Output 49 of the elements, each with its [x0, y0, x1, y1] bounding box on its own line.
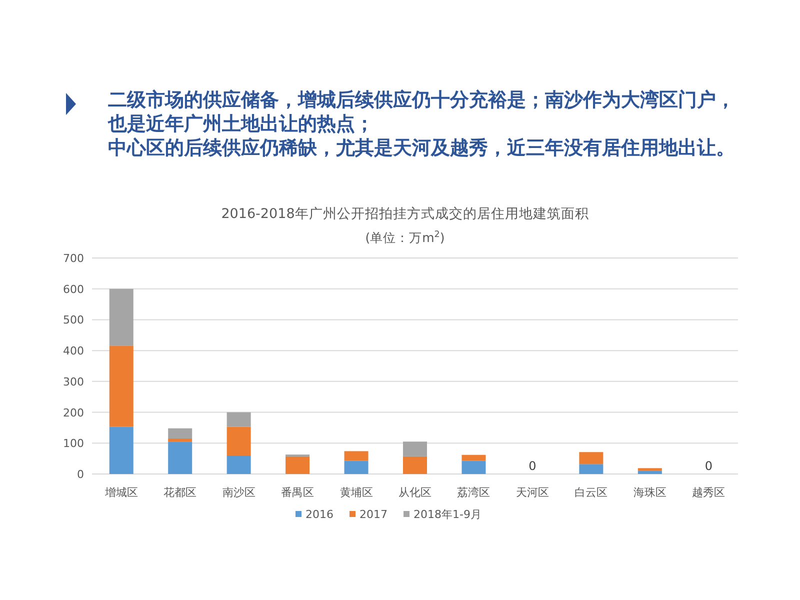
bar: [226, 426, 251, 456]
y-tick-label: 0: [77, 468, 84, 481]
y-tick-label: 500: [63, 314, 84, 327]
bar: [638, 468, 662, 471]
total-label: 0: [528, 459, 536, 473]
y-tick-label: 300: [63, 375, 84, 388]
bar: [403, 456, 427, 474]
x-tick-label: 增城区: [104, 486, 138, 499]
bar: [226, 412, 251, 427]
total-label: 0: [704, 459, 712, 473]
x-tick-label: 越秀区: [692, 486, 726, 499]
y-tick-label: 600: [63, 282, 84, 296]
legend-label: 2017: [360, 508, 388, 521]
bar: [226, 455, 251, 474]
y-tick-label: 200: [63, 406, 84, 420]
chart-title: 2016-2018年广州公开招拍挂方式成交的居住用地建筑面积: [221, 206, 589, 222]
legend-label: 2016: [306, 508, 334, 521]
bar: [168, 428, 192, 439]
x-tick-label: 白云区: [574, 486, 608, 499]
text: 中心区的后续供应仍稀缺，尤其是天河及越秀，近三年没有居住用地出让。: [108, 137, 735, 159]
text: 二级市场的供应储备，增城后续供应仍十分充裕是；南沙作为大湾区门户，: [108, 89, 735, 111]
x-tick-label: 花都区: [164, 486, 197, 499]
x-tick-label: 荔湾区: [457, 486, 490, 499]
x-tick-label: 南沙区: [222, 486, 256, 499]
text: 也是近年广州土地出让的热点；: [107, 113, 374, 135]
x-tick-label: 海珠区: [633, 486, 666, 499]
bar: [344, 451, 368, 461]
y-tick-label: 100: [63, 437, 84, 450]
x-tick-label: 天河区: [516, 486, 549, 499]
bar: [579, 464, 604, 474]
bar: [109, 426, 134, 474]
bar: [462, 454, 486, 461]
bar: [462, 460, 486, 474]
bar: [638, 470, 662, 474]
y-tick-label: 400: [63, 344, 84, 358]
x-tick-label: 从化区: [398, 486, 432, 499]
bar: [168, 442, 192, 474]
x-tick-label: 黄埔区: [340, 486, 373, 499]
bar: [109, 288, 134, 346]
x-tick-label: 番禺区: [281, 486, 314, 499]
bar: [344, 460, 368, 474]
bar: [168, 438, 192, 442]
bar: [286, 456, 310, 474]
chart-subtitle: (单位：万m$^{2}$): [365, 230, 445, 245]
y-tick-label: 700: [63, 252, 84, 265]
bar: [109, 346, 134, 427]
bar: [579, 452, 604, 464]
legend-label: 2018年1-9月: [414, 508, 482, 521]
bar: [403, 442, 427, 456]
